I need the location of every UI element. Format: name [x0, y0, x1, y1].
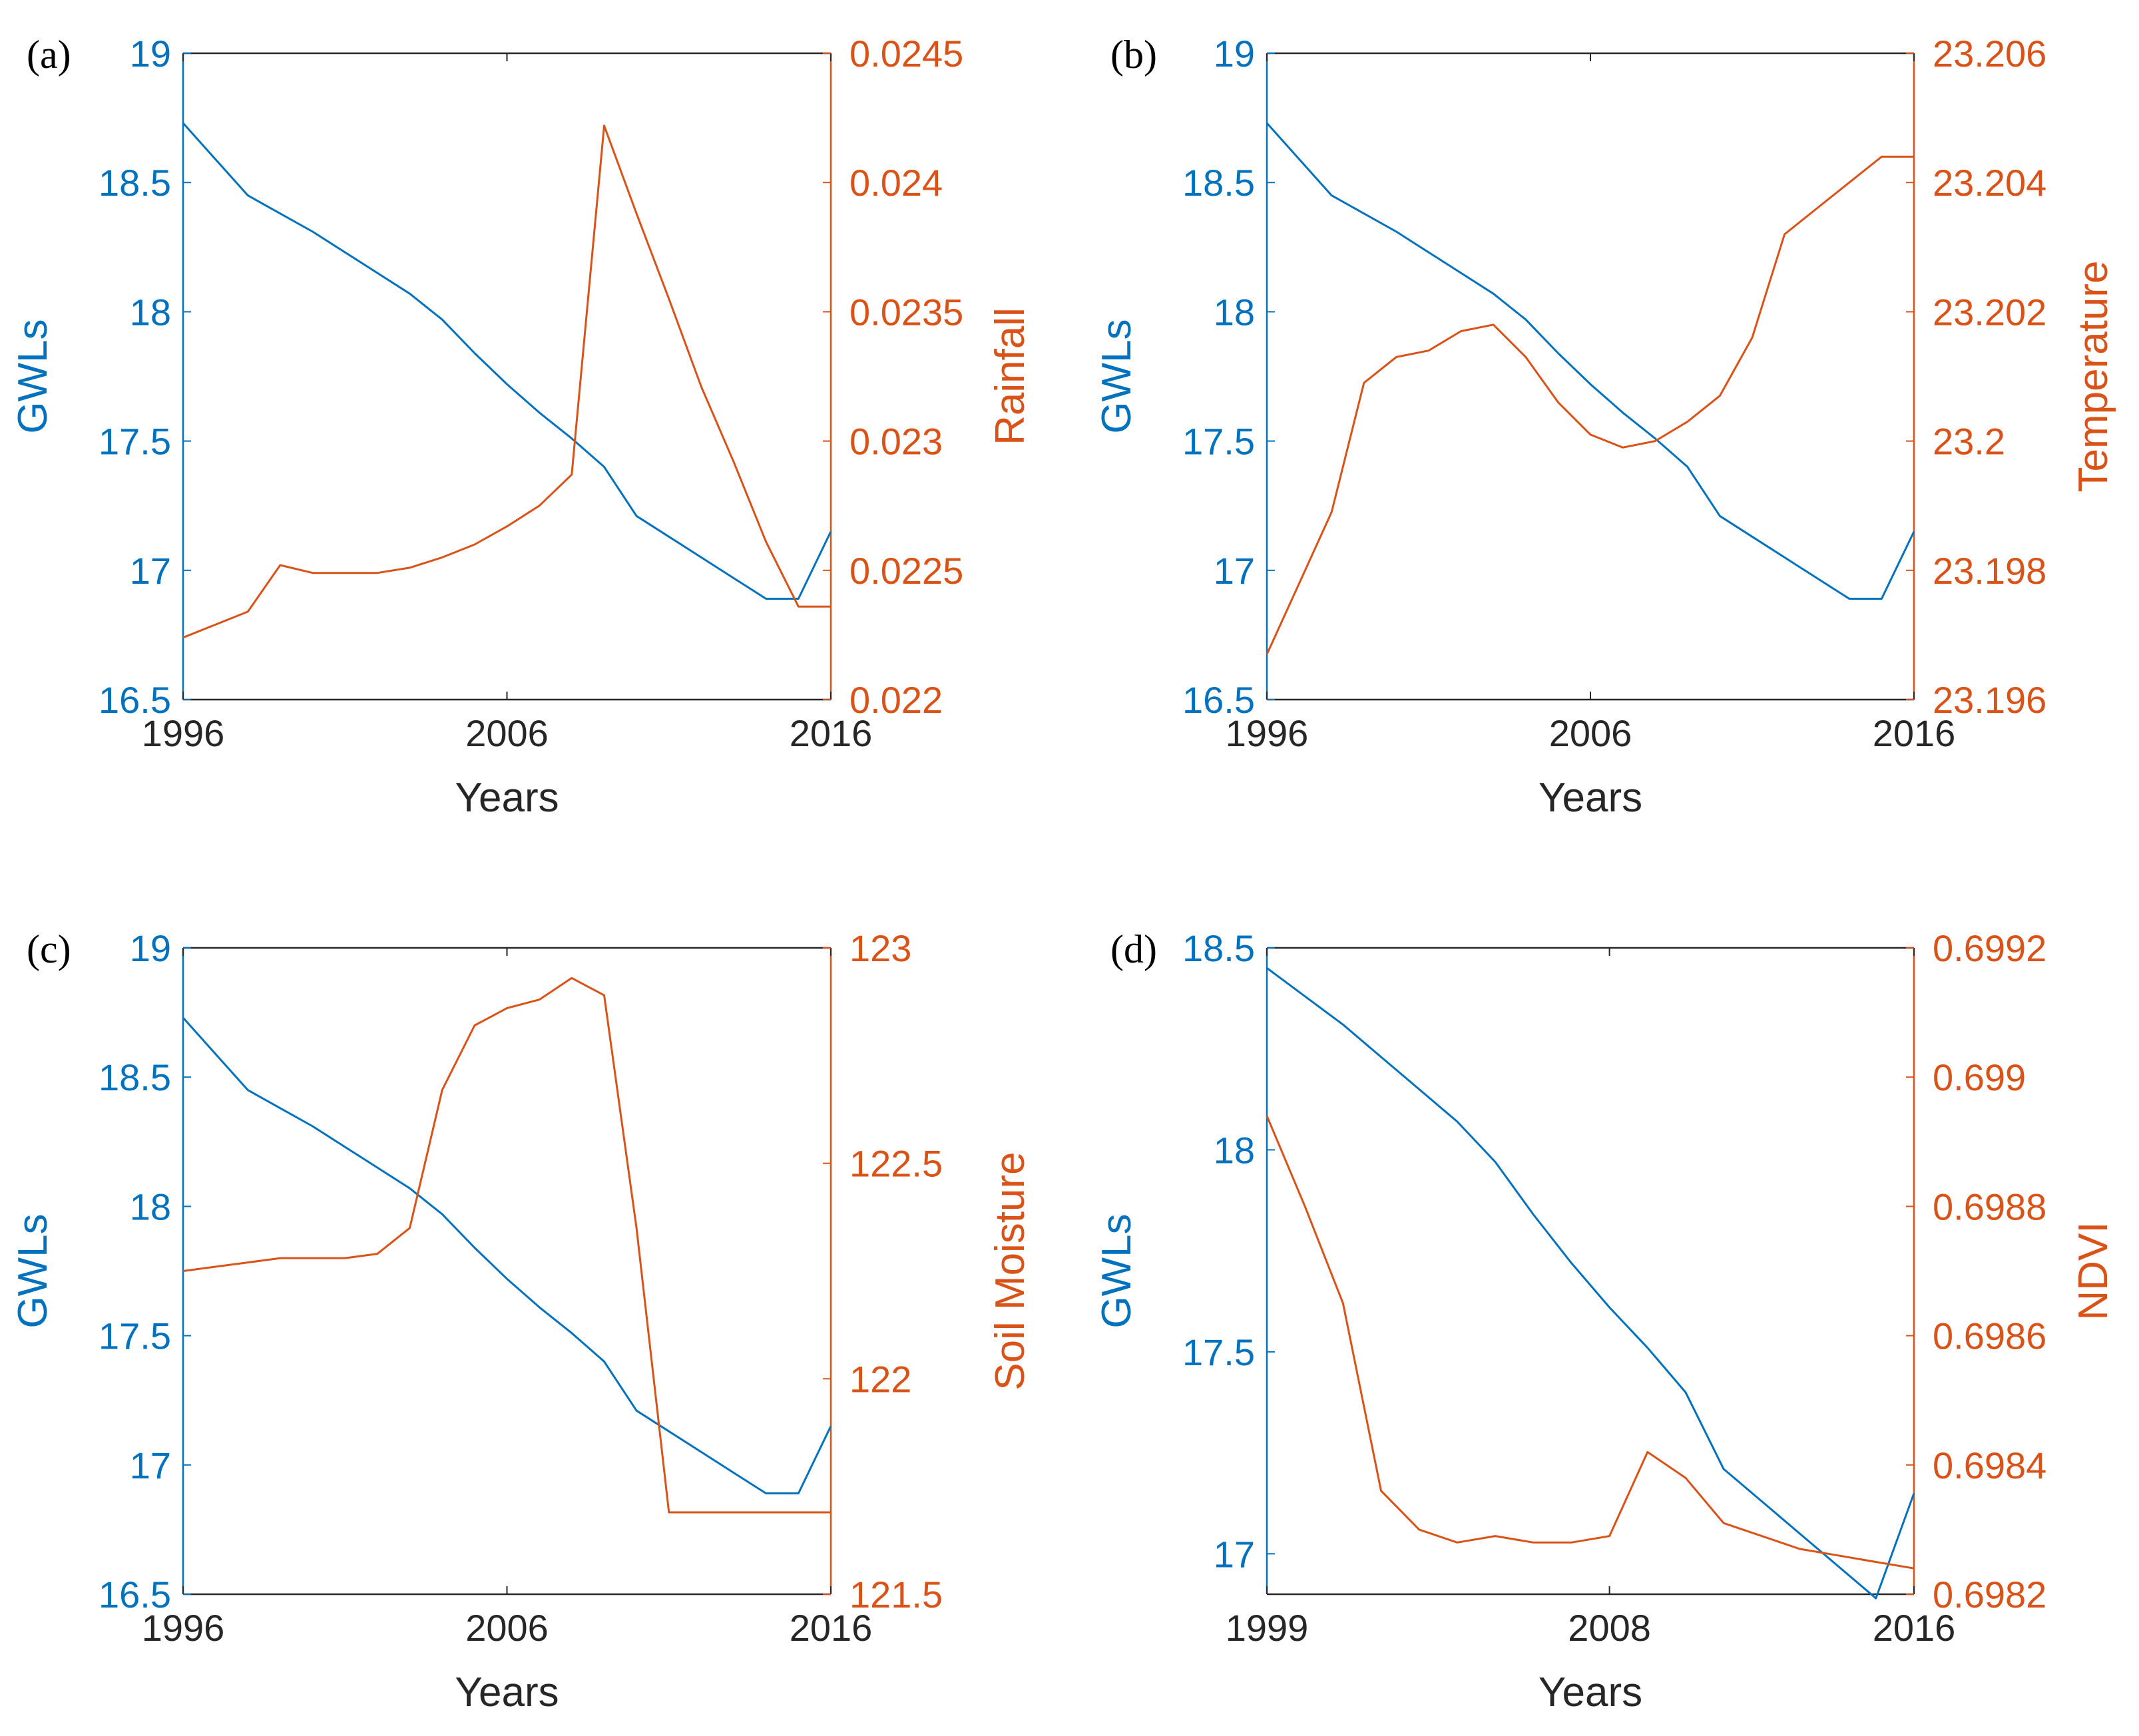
series-line-temperature	[1266, 155, 1914, 655]
panel-label: (c)	[27, 927, 71, 971]
x-tick-label: 2016	[790, 1607, 873, 1649]
x-tick-label: 1996	[1226, 712, 1309, 754]
series-line-gwls	[182, 122, 832, 600]
y-right-tick-label: 122	[849, 1358, 911, 1400]
x-axis-title: Years	[455, 775, 559, 821]
y-left-tick-label: 18.5	[1182, 927, 1255, 969]
chart-panel-d: 1999 2008 2016 17 17.5 18 18.5 0.6982 0.6984 0.69…	[1094, 927, 2116, 1715]
y-left-tick-label: 16.5	[99, 679, 171, 721]
y-left-tick-label: 17	[1214, 1533, 1255, 1575]
y-right-tick-label: 121.5	[849, 1574, 943, 1616]
series-line-gwls	[1266, 122, 1915, 600]
x-tick-label: 2016	[790, 712, 873, 754]
y-right-tick-label: 0.699	[1933, 1056, 2026, 1098]
y-left-tick-label: 18	[1214, 291, 1255, 333]
y-right-tick-label: 23.202	[1933, 291, 2046, 333]
series-line-gwls	[1266, 967, 1915, 1600]
x-tick-label: 1999	[1226, 1607, 1309, 1649]
chart-panel-b: 1996 2006 2016 16.5 17 17.5 18 18.5 19 23.196 23.1…	[1094, 33, 2116, 821]
y-left-tick-label: 17	[1214, 550, 1255, 592]
x-axis-title: Years	[455, 1669, 559, 1715]
y-right-tick-label: 23.198	[1933, 550, 2046, 592]
y-right-tick-label: 0.6988	[1933, 1186, 2046, 1227]
x-axis-title: Years	[1539, 1669, 1642, 1715]
series-line-ndvi	[1266, 1115, 1915, 1570]
y-right-tick-label: 0.6984	[1933, 1444, 2046, 1486]
x-axis-title: Years	[1539, 775, 1642, 821]
y-left-axis-title: GWLs	[10, 319, 56, 433]
x-tick-label: 2006	[1549, 712, 1632, 754]
y-left-tick-label: 18.5	[99, 1056, 171, 1098]
series-line-soil-moisture	[182, 977, 831, 1514]
y-left-axis-title: GWLs	[1094, 319, 1140, 433]
y-right-axis-title: Temperature	[2070, 260, 2116, 492]
y-left-tick-label: 17	[130, 550, 171, 592]
y-right-axis-title: Rainfall	[987, 308, 1033, 445]
y-left-tick-label: 18	[130, 291, 171, 333]
y-left-tick-label: 17.5	[99, 421, 171, 463]
y-right-tick-label: 0.0225	[849, 550, 963, 592]
y-right-tick-label: 0.0235	[849, 291, 963, 333]
x-tick-label: 2008	[1568, 1607, 1651, 1649]
y-left-tick-label: 19	[1214, 33, 1255, 75]
y-right-tick-label: 123	[849, 927, 911, 969]
y-right-tick-label: 23.206	[1933, 33, 2046, 75]
panel-label: (a)	[27, 33, 71, 77]
series-line-gwls	[182, 1016, 832, 1494]
y-left-tick-label: 17.5	[1182, 1331, 1255, 1373]
y-left-tick-label: 19	[130, 33, 171, 75]
y-left-tick-label: 18	[130, 1186, 171, 1227]
y-left-tick-label: 17.5	[1182, 421, 1255, 463]
y-left-tick-label: 17.5	[99, 1315, 171, 1357]
y-left-tick-label: 16.5	[1182, 679, 1255, 721]
panel-label: (d)	[1110, 927, 1157, 971]
y-right-tick-label: 0.6992	[1933, 927, 2046, 969]
y-right-tick-label: 0.024	[849, 162, 943, 204]
chart-panel-c: 1996 2006 2016 16.5 17 17.5 18 18.5 19 121.5 122 12…	[10, 927, 1033, 1715]
y-right-tick-label: 23.204	[1933, 162, 2046, 204]
y-right-tick-label: 0.0245	[849, 33, 963, 75]
y-left-tick-label: 18	[1214, 1129, 1255, 1171]
y-right-tick-label: 122.5	[849, 1143, 943, 1185]
y-right-axis-title: NDVI	[2070, 1221, 2116, 1320]
chart-panel-a: 1996 2006 2016 16.5 17 17.5 18 18.5 19 0.022 0.022…	[10, 33, 1033, 821]
y-left-axis-title: GWLs	[10, 1213, 56, 1328]
x-tick-label: 2016	[1873, 712, 1956, 754]
x-tick-label: 1996	[142, 1607, 225, 1649]
x-tick-label: 1996	[142, 712, 225, 754]
y-left-tick-label: 16.5	[99, 1574, 171, 1616]
y-right-axis-title: Soil Moisture	[987, 1152, 1033, 1390]
x-tick-label: 2006	[465, 1607, 549, 1649]
y-right-tick-label: 0.6982	[1933, 1574, 2046, 1616]
y-left-tick-label: 17	[130, 1444, 171, 1486]
x-tick-label: 2006	[465, 712, 549, 754]
y-right-tick-label: 23.2	[1933, 421, 2005, 463]
panel-label: (b)	[1110, 33, 1157, 77]
y-right-tick-label: 0.023	[849, 421, 943, 463]
y-right-tick-label: 0.022	[849, 679, 943, 721]
y-left-tick-label: 18.5	[99, 162, 171, 204]
y-right-tick-label: 23.196	[1933, 679, 2046, 721]
y-left-tick-label: 18.5	[1182, 162, 1255, 204]
x-tick-label: 2016	[1873, 1607, 1956, 1649]
series-line-rainfall	[182, 124, 831, 639]
y-left-axis-title: GWLs	[1094, 1213, 1140, 1328]
y-right-tick-label: 0.6986	[1933, 1315, 2046, 1357]
y-left-tick-label: 19	[130, 927, 171, 969]
